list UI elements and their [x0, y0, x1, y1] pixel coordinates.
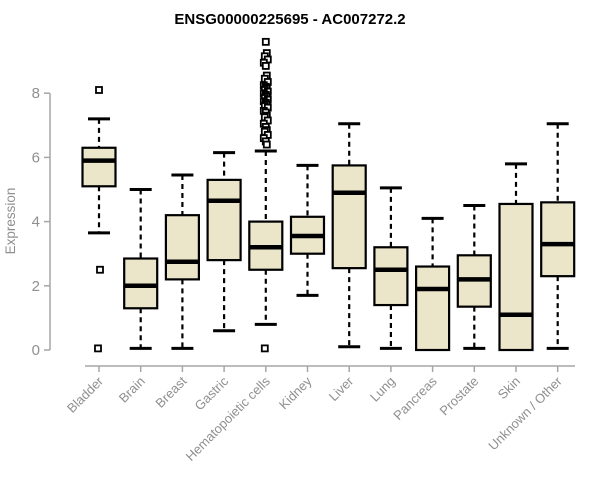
outlier-hematopoietic-cells: [261, 37, 270, 46]
x-category-label: Pancreas: [390, 373, 440, 423]
outlier-bladder: [96, 265, 104, 274]
x-category-label: Breast: [152, 373, 189, 410]
outlier-hematopoietic-cells: [260, 344, 269, 353]
x-category-label: Prostate: [437, 374, 482, 419]
box-gastric: [206, 178, 242, 262]
y-tick-label: 2: [32, 278, 40, 295]
y-tick-label: 4: [32, 214, 40, 231]
box-lung: [373, 246, 409, 307]
x-category-label: Kidney: [276, 373, 315, 412]
box-liver: [331, 164, 367, 270]
box-pancreas: [415, 265, 451, 352]
x-category-label: Unknown / Other: [485, 373, 565, 453]
box-skin: [498, 202, 534, 352]
box-breast: [164, 214, 200, 281]
x-category-label: Bladder: [64, 373, 107, 416]
y-tick-label: 6: [32, 149, 40, 166]
box-brain: [123, 257, 159, 310]
chart-title: ENSG00000225695 - AC007272.2: [174, 11, 405, 28]
outlier-bladder: [94, 344, 102, 353]
box-bladder: [81, 146, 117, 188]
outlier-bladder: [95, 86, 103, 94]
x-category-label: Brain: [116, 374, 148, 406]
outlier-hematopoietic-cells: [261, 62, 270, 70]
x-category-label: Skin: [495, 374, 523, 402]
box-unknown-other: [540, 201, 576, 278]
outlier-hematopoietic-cells: [262, 140, 271, 149]
y-axis-title: Expression: [3, 188, 18, 255]
y-tick-label: 8: [32, 85, 40, 102]
y-tick-label: 0: [32, 342, 40, 359]
x-category-label: Gastric: [192, 373, 232, 413]
x-category-label: Lung: [367, 374, 398, 405]
x-category-label: Liver: [326, 373, 357, 404]
